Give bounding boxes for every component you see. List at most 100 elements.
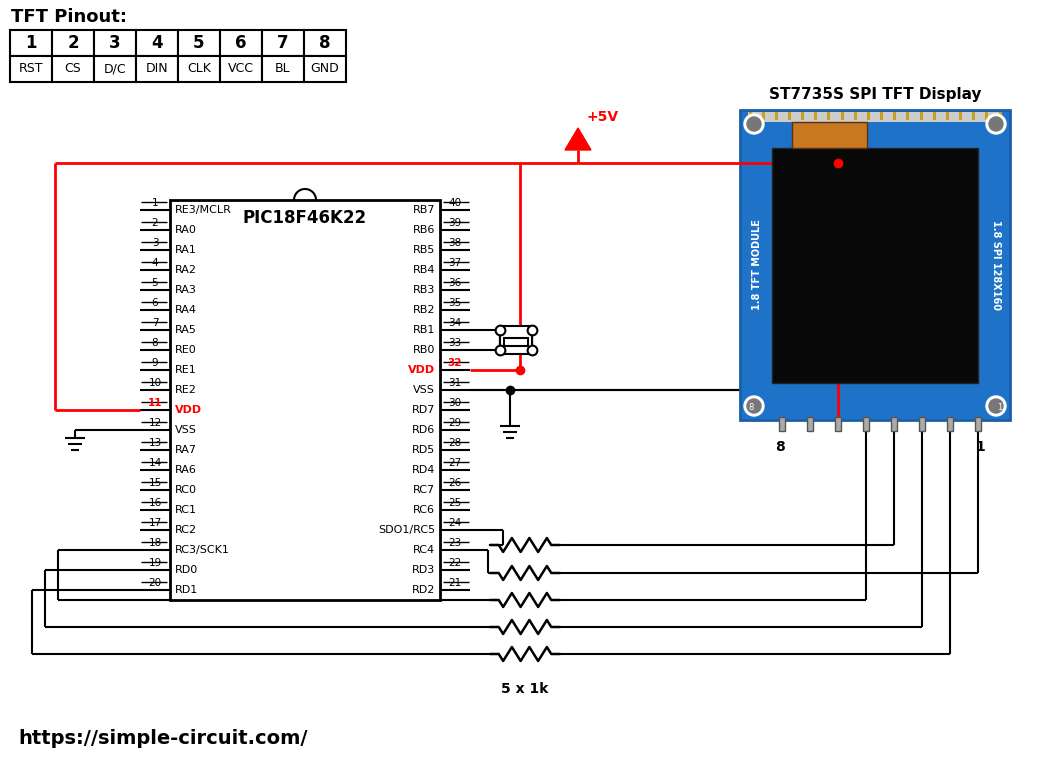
- Bar: [891, 417, 897, 431]
- Text: 27: 27: [448, 458, 462, 468]
- Text: RC2: RC2: [175, 525, 197, 535]
- Bar: [788, 112, 791, 120]
- Text: BL: BL: [275, 62, 291, 75]
- Bar: [772, 148, 978, 383]
- Text: RC0: RC0: [175, 485, 197, 495]
- Circle shape: [747, 399, 761, 413]
- Circle shape: [744, 114, 764, 134]
- Bar: [748, 112, 751, 120]
- Text: RE1: RE1: [175, 365, 196, 375]
- Text: 1.8 TFT MODULE: 1.8 TFT MODULE: [752, 219, 762, 310]
- Text: RC6: RC6: [413, 505, 435, 515]
- Text: 16: 16: [149, 498, 161, 508]
- Text: RST: RST: [19, 62, 43, 75]
- Bar: [906, 112, 909, 120]
- Text: 4: 4: [151, 34, 162, 52]
- Bar: [762, 112, 765, 120]
- Bar: [867, 112, 870, 120]
- Bar: [52, 56, 94, 82]
- Bar: [504, 338, 528, 346]
- Text: RB7: RB7: [413, 205, 435, 215]
- Text: 35: 35: [448, 298, 462, 308]
- Text: 1: 1: [25, 34, 37, 52]
- Text: 32: 32: [447, 358, 462, 368]
- Text: 8: 8: [320, 34, 331, 52]
- Text: 5 x 1k: 5 x 1k: [501, 682, 549, 696]
- Text: RC7: RC7: [413, 485, 435, 495]
- Text: 1: 1: [997, 403, 1002, 412]
- Text: CLK: CLK: [187, 62, 211, 75]
- Text: https://simple-circuit.com/: https://simple-circuit.com/: [18, 729, 307, 748]
- Bar: [779, 417, 785, 431]
- Bar: [853, 112, 857, 120]
- Bar: [52, 30, 94, 56]
- Bar: [304, 56, 346, 82]
- Text: RC3/SCK1: RC3/SCK1: [175, 545, 230, 555]
- Bar: [136, 56, 178, 82]
- Text: 14: 14: [149, 458, 161, 468]
- Text: VDD: VDD: [408, 365, 435, 375]
- Text: 12: 12: [149, 418, 161, 428]
- Bar: [748, 112, 1002, 122]
- Text: 40: 40: [448, 198, 462, 208]
- Text: RD7: RD7: [411, 405, 435, 415]
- Circle shape: [986, 114, 1006, 134]
- Text: 17: 17: [149, 518, 161, 528]
- Bar: [500, 326, 532, 354]
- Text: RD4: RD4: [411, 465, 435, 475]
- Text: 15: 15: [149, 478, 161, 488]
- Text: 37: 37: [448, 258, 462, 268]
- Text: RA7: RA7: [175, 445, 197, 455]
- Text: 11: 11: [148, 398, 162, 408]
- Text: CS: CS: [64, 62, 81, 75]
- Text: 3: 3: [152, 238, 158, 248]
- Bar: [835, 417, 841, 431]
- Text: PIC18F46K22: PIC18F46K22: [243, 209, 367, 227]
- Bar: [94, 30, 136, 56]
- Circle shape: [744, 396, 764, 416]
- Text: RD0: RD0: [175, 565, 198, 575]
- Text: +5V: +5V: [586, 110, 618, 124]
- Text: 4: 4: [152, 258, 158, 268]
- Bar: [946, 112, 948, 120]
- Bar: [807, 417, 813, 431]
- Bar: [9, 30, 52, 56]
- Text: 34: 34: [448, 318, 462, 328]
- Text: VSS: VSS: [414, 385, 435, 395]
- Text: RA0: RA0: [175, 225, 197, 235]
- Text: VDD: VDD: [175, 405, 203, 415]
- Text: 23: 23: [448, 538, 462, 548]
- Text: RD5: RD5: [411, 445, 435, 455]
- Bar: [919, 417, 925, 431]
- Text: RB5: RB5: [413, 245, 435, 255]
- Bar: [801, 112, 804, 120]
- Bar: [863, 417, 869, 431]
- Text: 38: 38: [448, 238, 462, 248]
- Text: TFT Pinout:: TFT Pinout:: [11, 8, 127, 26]
- Text: RA4: RA4: [175, 305, 197, 315]
- Text: 22: 22: [448, 558, 462, 568]
- Text: 6: 6: [235, 34, 247, 52]
- Text: 21: 21: [448, 578, 462, 588]
- Text: RD3: RD3: [411, 565, 435, 575]
- Bar: [170, 200, 440, 600]
- Bar: [220, 56, 262, 82]
- Text: 1: 1: [975, 440, 985, 454]
- Text: 3: 3: [109, 34, 121, 52]
- Polygon shape: [565, 128, 591, 150]
- Bar: [985, 112, 989, 120]
- Text: 29: 29: [448, 418, 462, 428]
- Bar: [827, 112, 830, 120]
- Text: SDO1/RC5: SDO1/RC5: [378, 525, 435, 535]
- Text: 18: 18: [149, 538, 161, 548]
- Bar: [933, 112, 936, 120]
- Text: 1: 1: [152, 198, 158, 208]
- Text: 8: 8: [775, 440, 785, 454]
- Bar: [959, 112, 962, 120]
- Bar: [880, 112, 883, 120]
- Text: RB1: RB1: [413, 325, 435, 335]
- Text: 7: 7: [152, 318, 158, 328]
- Text: RA6: RA6: [175, 465, 197, 475]
- Text: 24: 24: [448, 518, 462, 528]
- Text: 36: 36: [448, 278, 462, 288]
